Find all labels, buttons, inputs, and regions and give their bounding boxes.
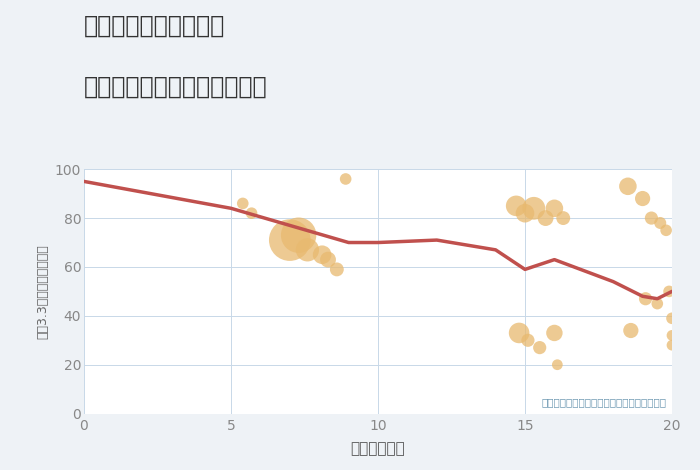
Point: [534, 344, 545, 352]
Point: [519, 210, 531, 217]
Point: [331, 266, 342, 273]
Point: [666, 332, 678, 339]
Point: [510, 202, 522, 210]
Point: [340, 175, 351, 183]
Point: [666, 314, 678, 322]
Point: [661, 227, 672, 234]
Point: [622, 182, 634, 190]
Point: [637, 195, 648, 202]
X-axis label: 駅距離（分）: 駅距離（分）: [351, 441, 405, 456]
Point: [316, 251, 328, 258]
Point: [654, 219, 666, 227]
Point: [625, 327, 636, 334]
Y-axis label: 坪（3.3㎡）単価（万円）: 坪（3.3㎡）単価（万円）: [36, 244, 49, 339]
Point: [666, 341, 678, 349]
Point: [558, 214, 569, 222]
Point: [646, 214, 657, 222]
Point: [652, 300, 663, 307]
Point: [552, 361, 563, 368]
Point: [549, 329, 560, 337]
Point: [293, 231, 304, 239]
Point: [540, 214, 551, 222]
Text: 円の大きさは、取引のあった物件面積を示す: 円の大きさは、取引のあった物件面積を示す: [541, 398, 666, 407]
Text: 奈良県奈良市百楽園の: 奈良県奈良市百楽園の: [84, 14, 225, 38]
Point: [528, 204, 540, 212]
Point: [237, 200, 248, 207]
Point: [302, 246, 313, 254]
Point: [246, 210, 257, 217]
Point: [522, 337, 533, 344]
Point: [549, 204, 560, 212]
Point: [640, 295, 651, 303]
Point: [514, 329, 525, 337]
Point: [664, 288, 675, 295]
Point: [323, 256, 334, 263]
Text: 駅距離別中古マンション価格: 駅距離別中古マンション価格: [84, 75, 267, 99]
Point: [284, 236, 295, 244]
